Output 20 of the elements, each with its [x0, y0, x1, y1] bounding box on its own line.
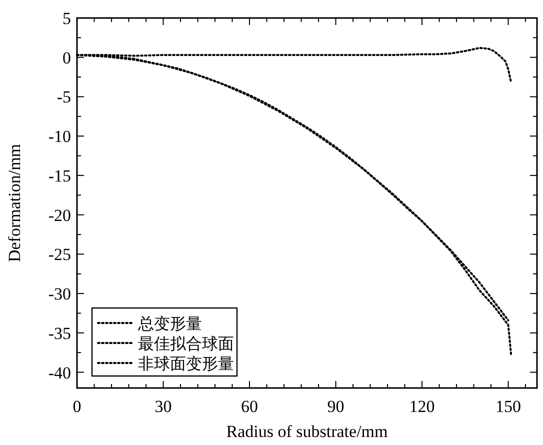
- y-tick-label: 5: [62, 9, 71, 28]
- x-tick-label: 30: [154, 397, 172, 416]
- y-tick-label: 0: [62, 48, 71, 68]
- y-tick-label: -30: [48, 284, 71, 304]
- y-axis-title: Deformation/mm: [5, 144, 24, 262]
- y-tick-label: -25: [48, 245, 71, 264]
- y-tick-label: -15: [48, 166, 71, 186]
- legend-label: 总变形量: [137, 315, 202, 333]
- y-tick-label: -20: [48, 206, 71, 225]
- legend-label: 最佳拟合球面: [138, 335, 234, 353]
- y-tick-label: -35: [48, 324, 71, 343]
- legend-label: 非球面变形量: [138, 355, 234, 373]
- x-tick-label: 120: [409, 397, 435, 416]
- x-tick-label: 150: [496, 397, 521, 416]
- x-axis-title: Radius of substrate/mm: [226, 422, 388, 441]
- x-tick-label: 90: [327, 397, 344, 416]
- x-tick-label: 60: [241, 397, 258, 416]
- y-tick-label: -5: [56, 88, 71, 107]
- y-tick-label: -40: [48, 363, 71, 382]
- y-tick-label: -10: [48, 127, 71, 146]
